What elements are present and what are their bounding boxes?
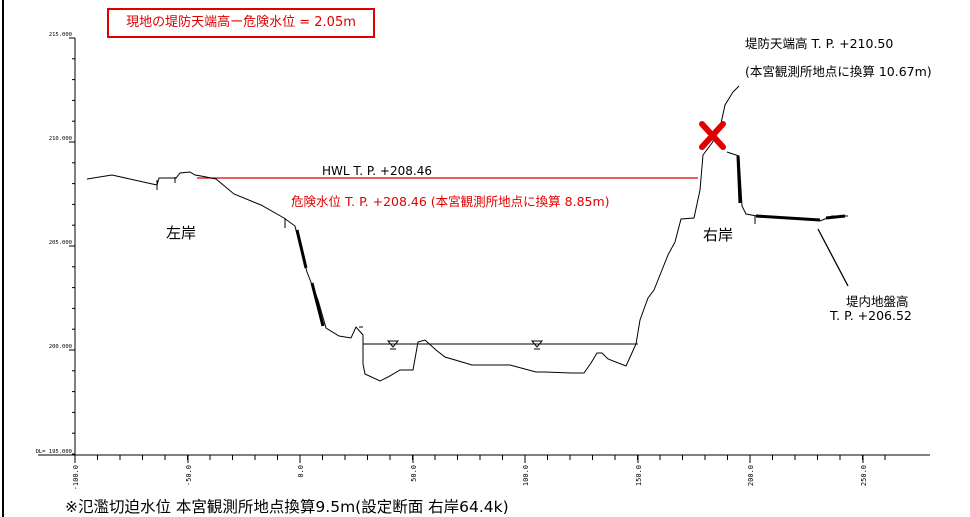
ground-height-value: T. P. +206.52 [830, 308, 912, 323]
y-axis-ticks: 215.000 210.000 205.000 200.000 DL= 195.000 [36, 32, 75, 456]
ground-profile [86, 85, 740, 382]
x-tick-label: 200.0 [747, 465, 755, 486]
y-tick-label: 200.000 [49, 344, 72, 350]
left-bank-label: 左岸 [166, 224, 197, 242]
x-tick-label: 0.0 [297, 465, 305, 478]
hwl-label: HWL T. P. +208.46 [322, 164, 432, 178]
x-tick-label: -100.0 [72, 465, 80, 490]
crest-conversion-label: (本宮観測所地点に換算 10.67m) [745, 64, 932, 79]
y-tick-label: 215.000 [49, 32, 72, 38]
x-tick-label: 150.0 [635, 465, 643, 486]
x-tick-label: 100.0 [522, 465, 530, 486]
revetment-segments [295, 155, 846, 327]
water-level-markers [386, 340, 544, 348]
landside-profile [726, 151, 848, 222]
x-tick-label: -50.0 [185, 465, 193, 486]
footnote: ※氾濫切迫水位 本宮観測所地点換算9.5m(設定断面 右岸64.4k) [65, 498, 509, 516]
danger-level-label: 危険水位 T. P. +208.46 (本宮観測所地点に換算 8.85m) [291, 194, 610, 209]
x-axis-ticks: -100.0 -50.0 0.0 50.0 100.0 150.0 200.0 250.0 [72, 455, 886, 490]
x-tick-label: 50.0 [410, 465, 418, 482]
fence-posts [156, 177, 756, 328]
right-bank-label: 右岸 [703, 226, 734, 244]
y-tick-label: 210.000 [49, 136, 72, 142]
x-tick-label: 250.0 [860, 465, 868, 486]
ground-leader-line [817, 228, 849, 287]
y-tick-label: DL= 195.000 [36, 449, 72, 455]
ground-height-title: 堤内地盤高 [846, 294, 909, 309]
y-tick-label: 205.000 [49, 240, 72, 246]
crest-height-label: 堤防天端高 T. P. +210.50 [745, 36, 894, 51]
note-box: 現地の堤防天端高ー危険水位 = 2.05m [107, 8, 375, 38]
red-x-marker-icon [699, 121, 726, 150]
